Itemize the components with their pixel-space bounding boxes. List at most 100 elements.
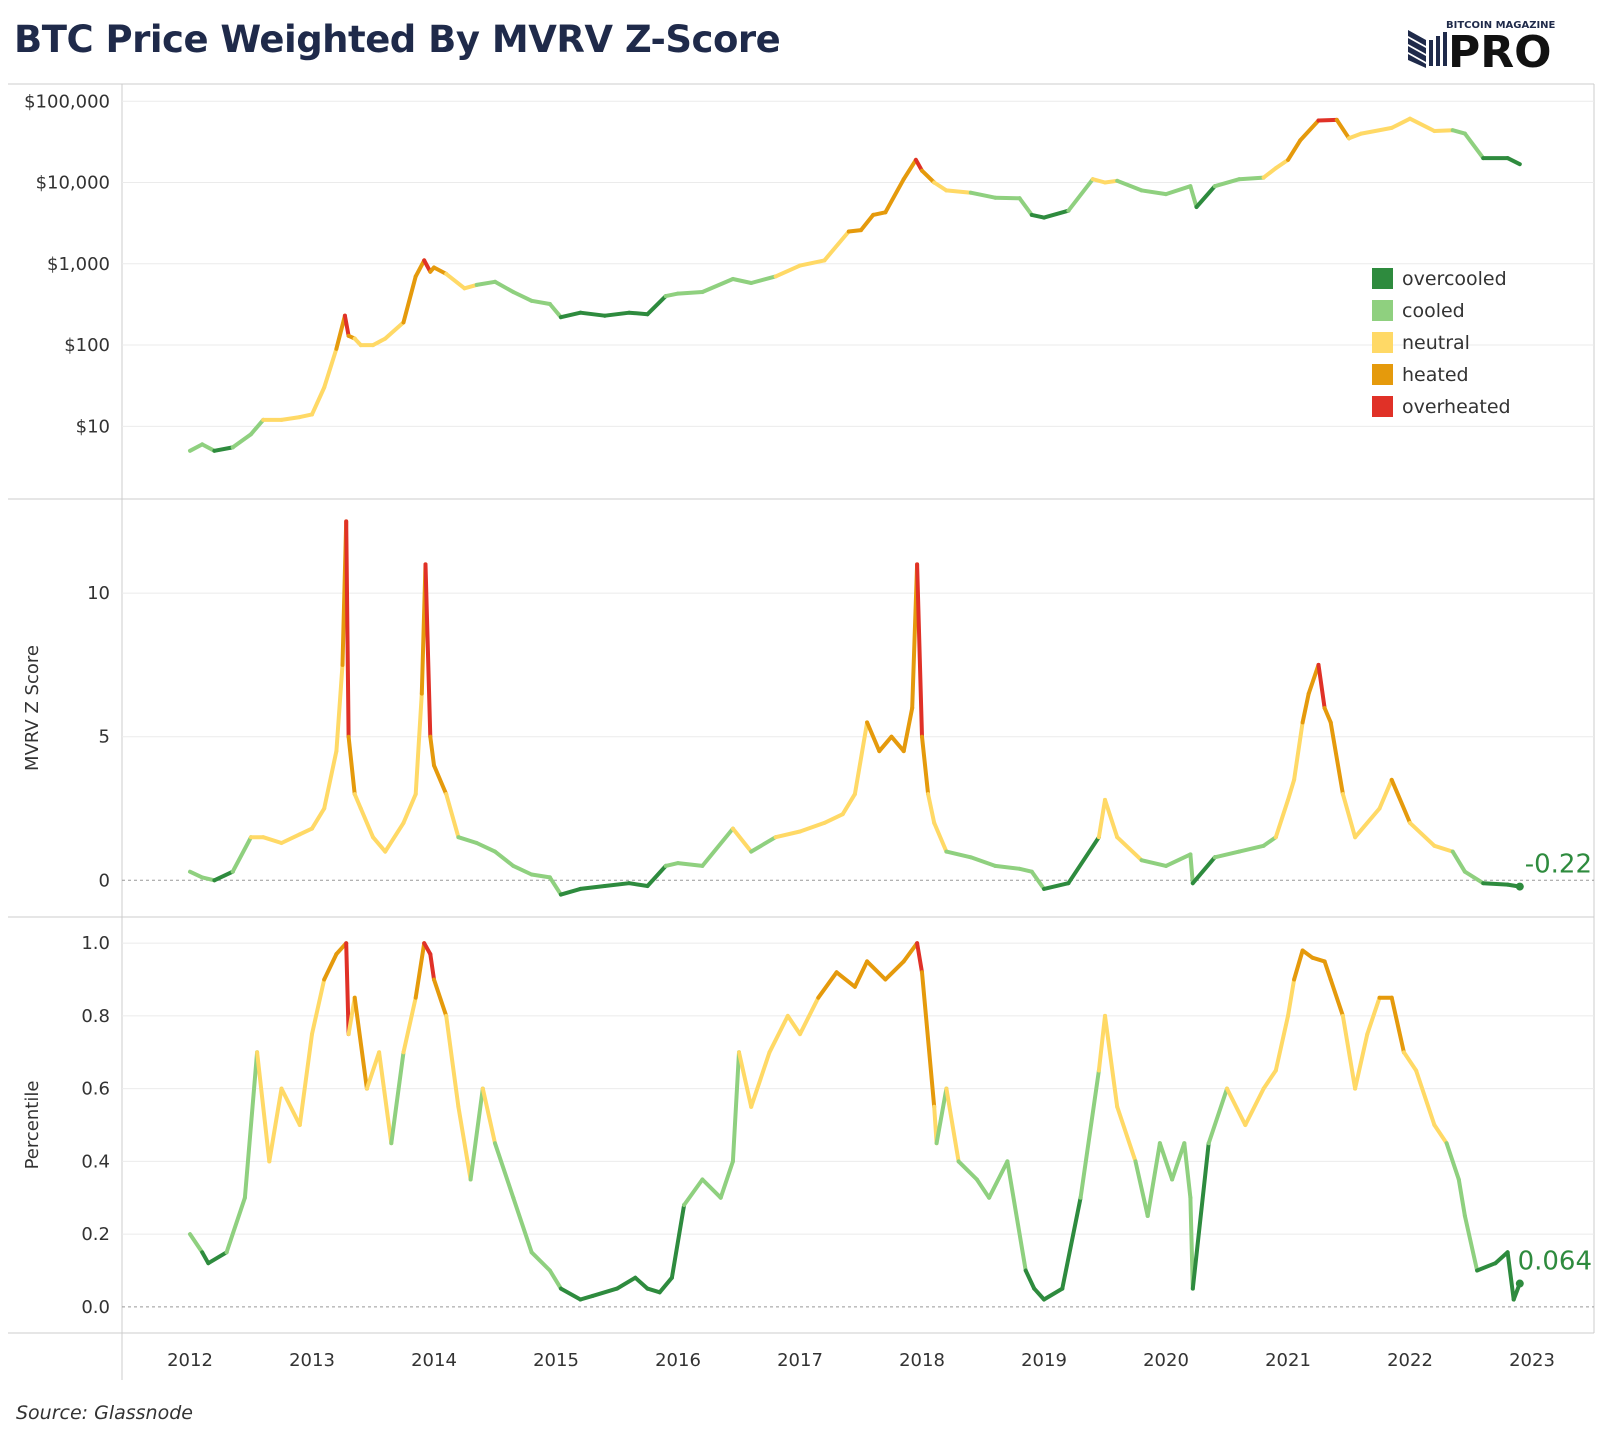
- series-segment-cooled: [1017, 866, 1034, 874]
- series-segment-cooled: [230, 432, 253, 450]
- series-segment-neutral: [310, 977, 327, 1037]
- series-segment-neutral: [932, 820, 949, 854]
- series-segment-neutral: [785, 1013, 802, 1037]
- y-tick-label: $100: [64, 335, 110, 356]
- series-segment-cooled: [1450, 128, 1467, 136]
- legend: overcooled cooled neutral heated overheated: [1372, 268, 1511, 418]
- series-segment-heated: [871, 210, 888, 217]
- series-segment-cooled: [493, 1141, 516, 1200]
- series-segment-neutral: [840, 792, 857, 817]
- x-tick-label: 2022: [1387, 1350, 1433, 1371]
- series-segment-neutral: [358, 806, 375, 840]
- legend-swatch-overcooled: [1372, 268, 1393, 289]
- series-segment-overcooled: [590, 1286, 619, 1298]
- series-segment-heated: [1310, 955, 1327, 964]
- x-tick-label: 2018: [899, 1350, 945, 1371]
- series-segment-cooled: [1212, 177, 1242, 189]
- series-segment-neutral: [1115, 835, 1144, 863]
- series-segment-cooled: [676, 861, 705, 868]
- series-segment-overcooled: [212, 445, 235, 453]
- series-segment-heated: [1292, 948, 1305, 982]
- series-segment-overheated: [1316, 117, 1339, 123]
- x-tick-label: 2014: [411, 1350, 457, 1371]
- series-segment-overcooled: [1194, 184, 1217, 209]
- series-segment-neutral: [1261, 1068, 1278, 1091]
- series-segment-cooled: [676, 290, 705, 296]
- series-segment-heated: [1328, 977, 1345, 1018]
- legend-swatch-heated: [1372, 364, 1393, 385]
- chart-frame: [8, 83, 1595, 1380]
- last-value-label: -0.22: [1525, 850, 1592, 880]
- series-segment-cooled: [511, 863, 534, 877]
- series-segment-overcooled: [1190, 855, 1217, 886]
- series-segment-heated: [920, 168, 937, 185]
- series-segment-overheated: [423, 562, 433, 739]
- series-segment-cooled: [993, 195, 1022, 201]
- series-segment-neutral: [322, 346, 339, 390]
- series-segment-neutral: [798, 995, 821, 1037]
- series-segment-neutral: [279, 832, 302, 845]
- series-segment-cooled: [242, 1050, 260, 1200]
- legend-swatch-cooled: [1372, 300, 1393, 321]
- series-segment-overcooled: [633, 1275, 650, 1291]
- series-segment-neutral: [852, 720, 870, 797]
- series-segment-heated: [334, 313, 347, 351]
- series-segment-neutral: [401, 792, 418, 825]
- series-segment-neutral: [1389, 116, 1412, 130]
- series-segment-cooled: [224, 1195, 247, 1255]
- series-segment-cooled: [230, 835, 253, 874]
- source-note: Source: Glassnode: [16, 1402, 193, 1424]
- series-segment-neutral: [297, 1032, 314, 1127]
- series-segment-overheated: [422, 258, 433, 274]
- series-segment-cooled: [934, 1086, 949, 1146]
- series-segment-neutral: [310, 385, 327, 417]
- legend-label-neutral: neutral: [1402, 332, 1470, 354]
- series-segment-neutral: [1103, 1013, 1120, 1109]
- last-value-point: [1515, 882, 1524, 891]
- y-tick-label: $1,000: [47, 254, 110, 275]
- series-segment-overcooled: [602, 310, 632, 318]
- series-segment-neutral: [1096, 797, 1107, 840]
- x-tick-label: 2017: [777, 1350, 823, 1371]
- legend-label-heated: heated: [1402, 364, 1469, 386]
- series-segment-cooled: [1188, 184, 1199, 209]
- series-segment-neutral: [1414, 1068, 1437, 1127]
- series-segment-overheated: [422, 941, 433, 957]
- series-segment-cooled: [529, 298, 552, 306]
- x-axis: 2012 2013 2014 2015 2016 2017 2018 2019 2020 2021…: [167, 1350, 1555, 1371]
- series-segment-neutral: [944, 1086, 961, 1164]
- series-segment-heated: [852, 959, 870, 989]
- series-segment-heated: [1322, 959, 1333, 982]
- series-segment-heated: [1300, 948, 1315, 960]
- series-segment-cooled: [1212, 849, 1242, 860]
- y-tick-label: 0.2: [81, 1224, 110, 1245]
- y-tick-label: $100,000: [24, 91, 110, 112]
- series-segment-neutral: [822, 229, 851, 263]
- series-segment-neutral: [480, 1086, 497, 1146]
- series-segment-heated: [883, 177, 906, 215]
- series-segment-overcooled: [1042, 208, 1071, 220]
- series-segment-neutral: [1353, 1032, 1370, 1091]
- series-segment-cooled: [663, 291, 680, 299]
- series-segment-cooled: [1188, 1195, 1195, 1291]
- series-segment-neutral: [1103, 797, 1120, 840]
- x-tick-label: 2021: [1265, 1350, 1311, 1371]
- chart-title: BTC Price Weighted By MVRV Z-Score: [14, 18, 781, 61]
- series-segment-cooled: [474, 841, 497, 854]
- series-segment-cooled: [1139, 858, 1168, 868]
- series-segment-heated: [1389, 777, 1412, 825]
- series-segment-neutral: [944, 188, 973, 195]
- series-segment-overcooled: [1505, 1250, 1516, 1302]
- series-segment-overheated: [913, 157, 924, 173]
- series-segment-neutral: [1347, 131, 1364, 141]
- series-segment-overcooled: [1032, 1286, 1046, 1302]
- series-segment-heated: [1389, 995, 1406, 1055]
- series-segment-heated: [413, 258, 427, 279]
- series-segment-neutral: [1243, 1086, 1266, 1127]
- x-tick-label: 2016: [655, 1350, 701, 1371]
- series-segment-cooled: [200, 875, 217, 883]
- series-segment-cooled: [956, 1159, 979, 1182]
- series-segment-neutral: [456, 1104, 473, 1182]
- y-axis-title: MVRV Z Score: [22, 645, 43, 771]
- x-tick-label: 2013: [289, 1350, 335, 1371]
